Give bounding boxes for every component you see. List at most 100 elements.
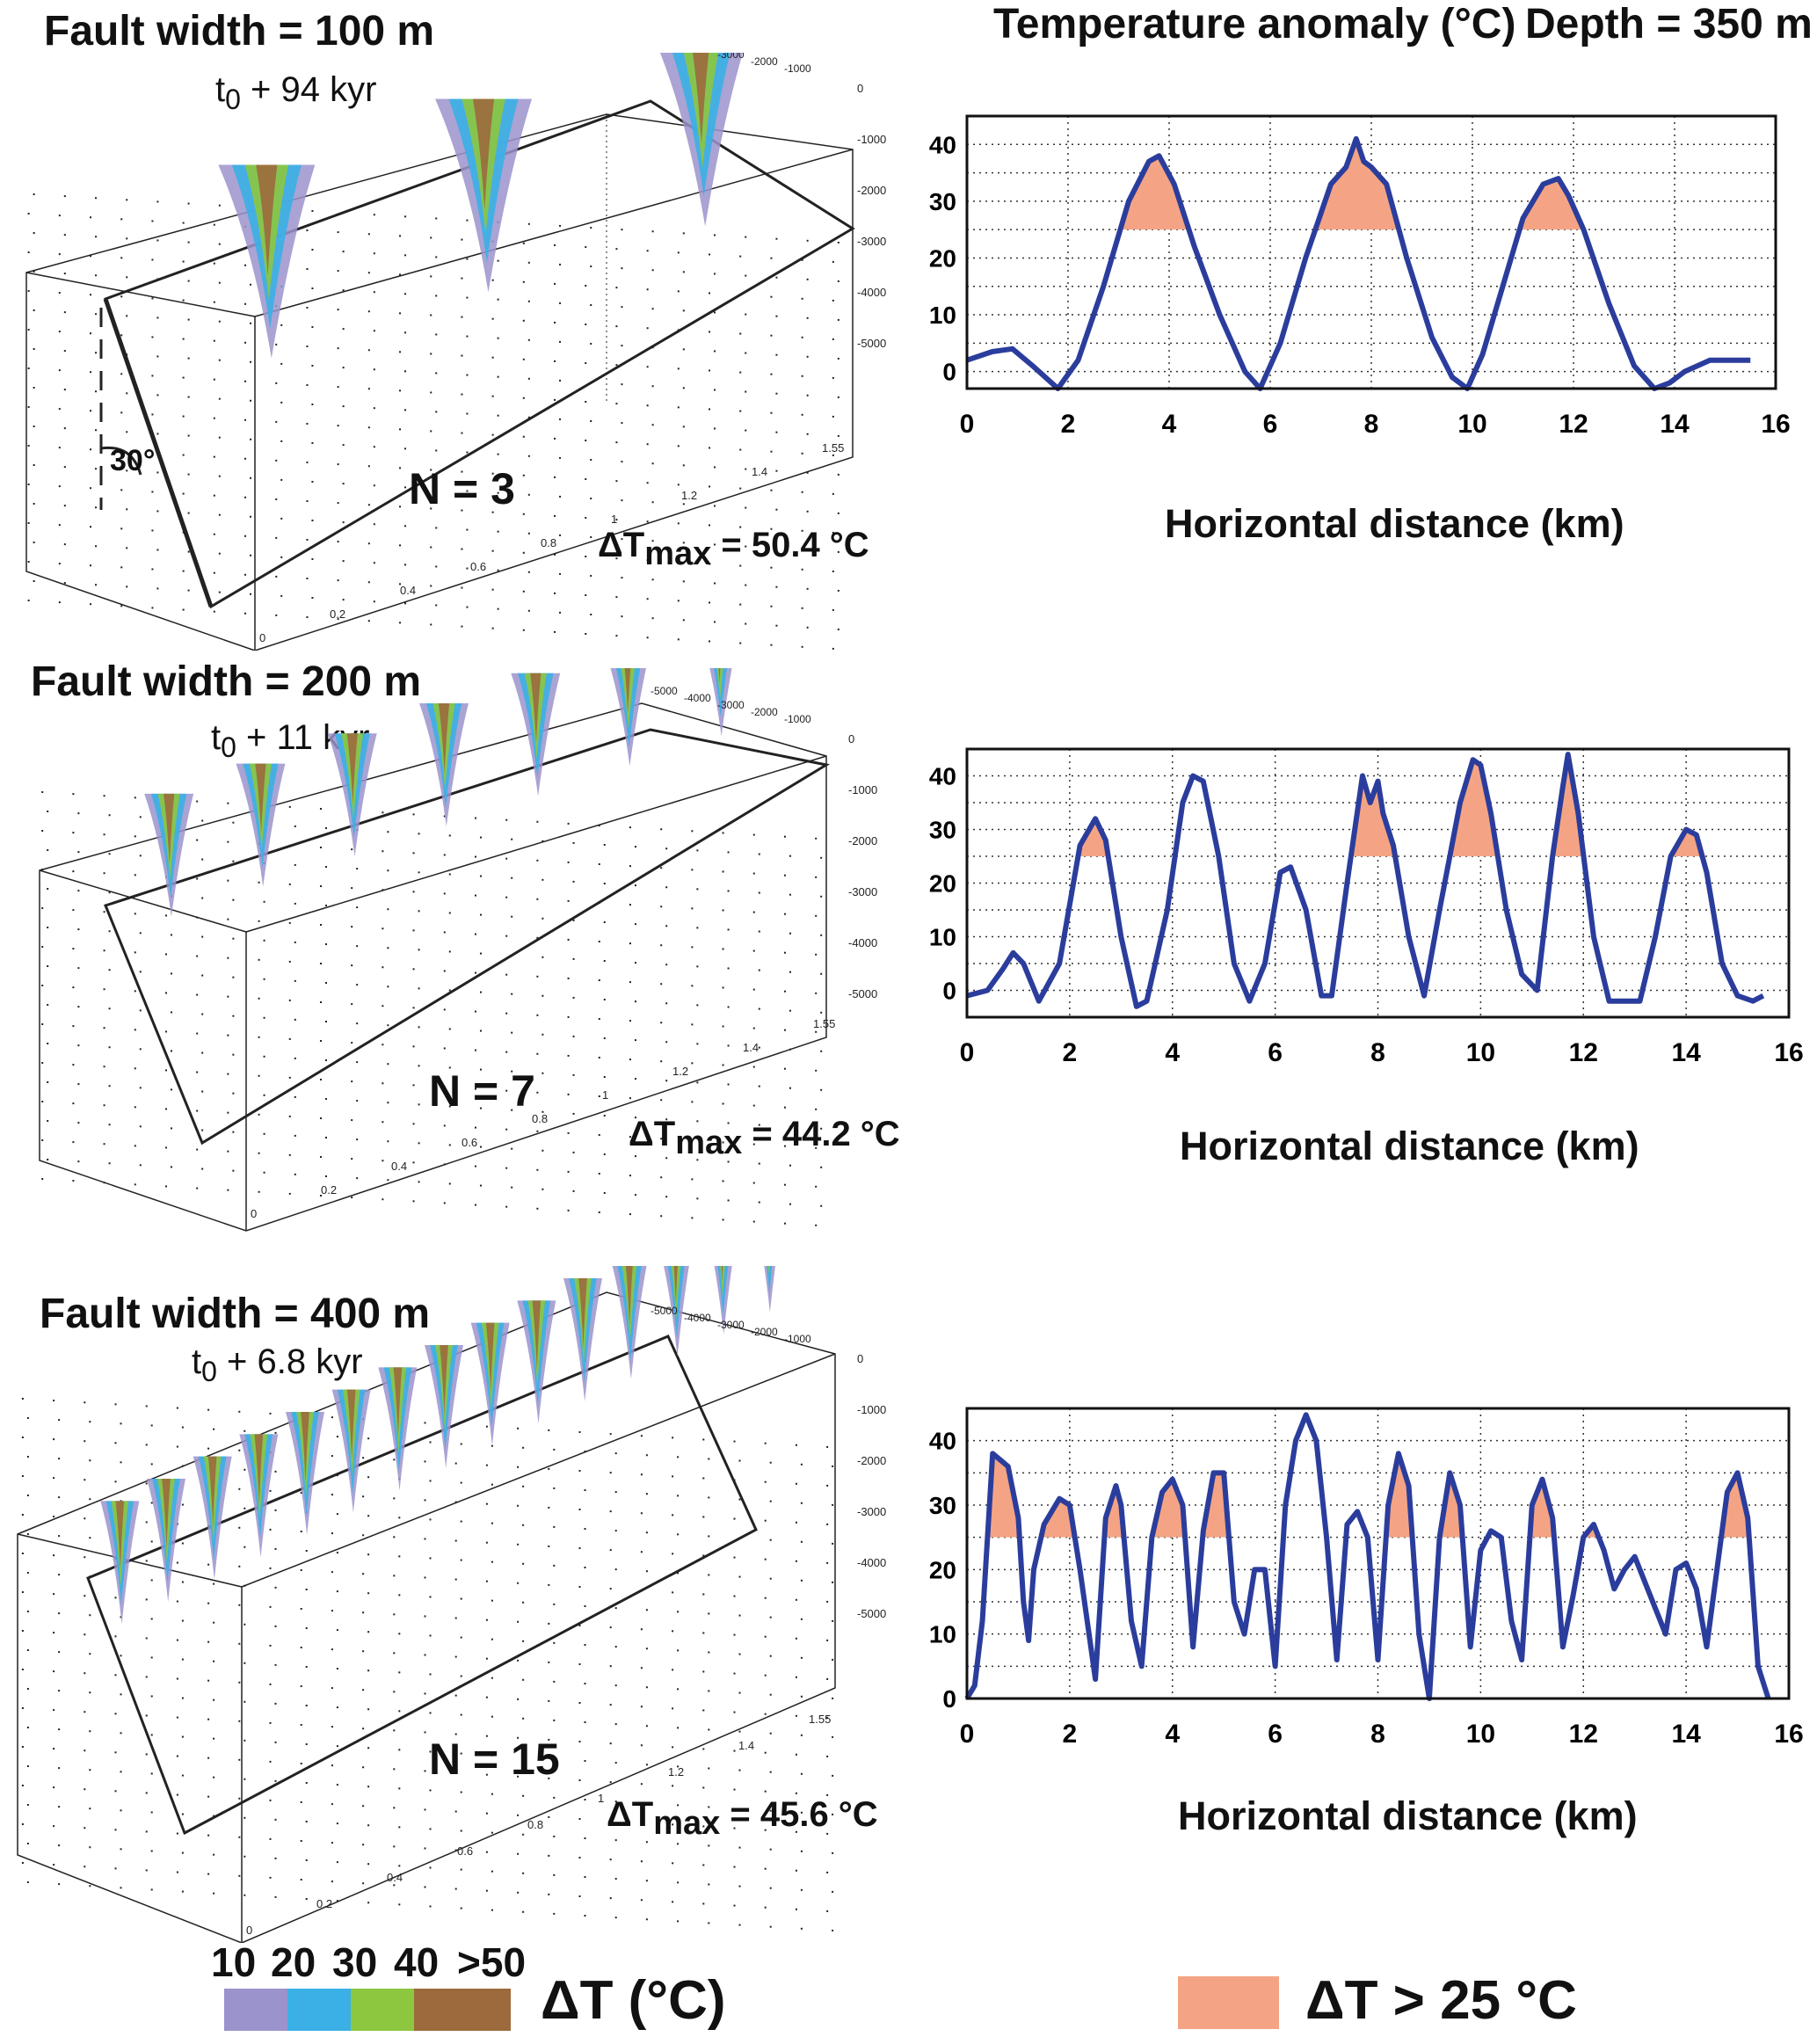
grid-dot xyxy=(27,329,30,331)
grid-dot xyxy=(27,251,30,253)
grid-dot xyxy=(559,340,562,343)
grid-dot xyxy=(145,1637,148,1640)
grid-dot xyxy=(517,1775,520,1778)
grid-dot xyxy=(752,1220,755,1223)
y-tick-label: 10 xyxy=(929,924,956,951)
grid-dot xyxy=(820,1127,823,1130)
grid-dot xyxy=(682,387,685,389)
grid-dot xyxy=(485,1580,488,1582)
grid-dot xyxy=(709,563,711,565)
grid-dot xyxy=(77,928,80,931)
grid-dot xyxy=(640,1551,643,1553)
grid-dot xyxy=(196,916,199,919)
grid-dot xyxy=(218,591,221,593)
grid-dot xyxy=(114,1713,117,1715)
grid-dot xyxy=(418,833,420,835)
grid-dot xyxy=(305,1705,308,1707)
grid-dot xyxy=(522,319,525,322)
grid-dot xyxy=(541,1033,544,1036)
grid-dot xyxy=(584,1876,586,1879)
grid-dot xyxy=(614,1568,617,1571)
grid-dot xyxy=(336,1784,338,1786)
grid-dot xyxy=(789,1009,791,1012)
grid-dot xyxy=(120,1848,122,1851)
grid-dot xyxy=(430,391,432,394)
grid-dot xyxy=(677,638,680,641)
grid-dot xyxy=(27,367,30,369)
grid-dot xyxy=(429,1596,432,1598)
grid-dot xyxy=(156,278,159,280)
grid-dot xyxy=(559,572,562,575)
grid-dot xyxy=(47,849,49,851)
grid-dot xyxy=(58,1844,61,1847)
grid-dot xyxy=(722,1025,724,1028)
grid-dot xyxy=(832,1465,834,1467)
grid-dot xyxy=(572,1112,575,1115)
grid-dot xyxy=(691,869,694,871)
grid-dot xyxy=(584,1721,586,1724)
grid-dot xyxy=(238,1449,241,1451)
grid-dot xyxy=(108,1124,111,1126)
colorbar-swatch-4 xyxy=(414,1989,511,2031)
grid-dot xyxy=(243,1468,246,1471)
grid-dot xyxy=(53,1748,55,1750)
grid-dot xyxy=(218,397,221,400)
grid-dot xyxy=(696,888,699,891)
temperature-anomaly-title: Temperature anomaly (°C) xyxy=(993,1,1516,47)
grid-dot xyxy=(505,1012,508,1015)
depth-tick-top: -1000 xyxy=(784,62,811,75)
anomaly-area xyxy=(1315,138,1399,230)
grid-dot xyxy=(151,607,154,609)
grid-dot xyxy=(294,825,296,827)
grid-dot xyxy=(645,1609,648,1611)
grid-dot xyxy=(461,316,463,318)
grid-dot xyxy=(815,1146,818,1149)
grid-dot xyxy=(145,1482,148,1485)
grid-dot xyxy=(691,1178,694,1181)
grid-dot xyxy=(665,925,668,927)
grid-dot xyxy=(139,816,142,818)
grid-dot xyxy=(598,1018,600,1021)
grid-dot xyxy=(72,1141,75,1144)
grid-dot xyxy=(306,462,309,464)
grid-dot xyxy=(522,1910,525,1913)
grid-dot xyxy=(269,1644,272,1647)
grid-dot xyxy=(466,258,469,260)
x-tick-label: 14 xyxy=(1671,1720,1701,1749)
grid-dot xyxy=(578,1741,581,1743)
grid-dot xyxy=(714,389,716,391)
grid-dot xyxy=(795,1792,797,1794)
grid-dot xyxy=(26,1881,29,1883)
grid-dot xyxy=(764,1558,767,1560)
grid-dot xyxy=(244,302,247,305)
grid-dot xyxy=(342,405,345,408)
grid-dot xyxy=(733,1633,736,1636)
grid-dot xyxy=(435,295,438,297)
grid-dot xyxy=(404,447,407,450)
grid-dot xyxy=(274,1663,277,1666)
grid-dot xyxy=(47,1120,49,1122)
grid-dot xyxy=(435,604,438,607)
grid-dot xyxy=(832,338,834,340)
grid-dot xyxy=(72,909,75,912)
grid-dot xyxy=(399,312,402,315)
grid-dot xyxy=(351,848,353,851)
grid-dot xyxy=(461,238,463,241)
grid-dot xyxy=(672,1746,674,1749)
grid-dot xyxy=(738,1769,741,1771)
grid-dot xyxy=(213,494,215,497)
plume-isotherm xyxy=(720,1266,725,1298)
grid-dot xyxy=(213,1853,215,1856)
grid-dot xyxy=(250,322,252,324)
grid-dot xyxy=(213,223,215,226)
grid-dot xyxy=(33,387,35,389)
grid-dot xyxy=(590,304,592,307)
grid-dot xyxy=(324,1098,327,1101)
grid-dot xyxy=(238,1797,241,1800)
grid-dot xyxy=(424,1422,426,1424)
grid-dot xyxy=(181,1735,184,1738)
y-tick-label: 0 xyxy=(942,359,956,386)
grid-dot xyxy=(585,633,587,636)
grid-dot xyxy=(164,1185,167,1188)
grid-dot xyxy=(398,1555,401,1558)
